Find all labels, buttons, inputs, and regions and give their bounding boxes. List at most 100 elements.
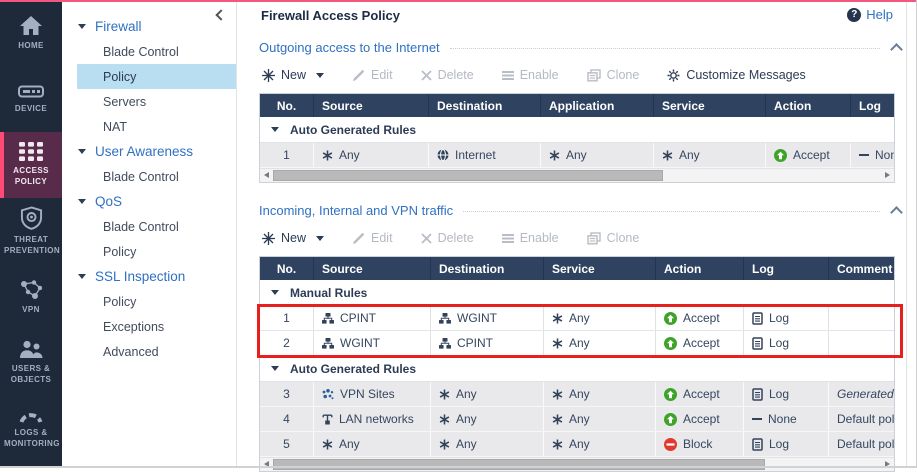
home-icon [19,15,43,36]
sidebar-item-device[interactable]: DEVICE [0,66,62,132]
network-icon [322,312,334,324]
scroll-right-icon[interactable] [885,461,890,467]
nav-item-advanced[interactable]: Advanced [103,344,159,359]
nav-item-servers[interactable]: Servers [103,94,147,109]
delete-x-icon [420,69,432,81]
any-icon [439,388,450,400]
enable-button[interactable]: Enable [501,231,559,245]
rule-number: 1 [283,311,290,325]
clone-button[interactable]: Clone [586,68,639,82]
nav-item-blade-control[interactable]: Blade Control [103,169,179,184]
customize-messages-button[interactable]: Customize Messages [667,68,806,82]
nav-item-policy[interactable]: Policy [103,244,137,259]
table-row[interactable]: 1 CPINT WGINT Any Accept Log [260,306,894,331]
nav-group-user-awareness[interactable]: User Awareness [62,139,236,164]
any-icon [549,149,560,161]
enable-icon [501,70,514,81]
table-header: No. Source Destination Service Action Lo… [260,257,894,280]
scroll-right-icon[interactable] [885,172,890,178]
nav-item-blade-control[interactable]: Blade Control [103,44,179,59]
delete-button[interactable]: Delete [420,68,474,82]
source-cell: WGINT [313,331,430,355]
outgoing-rules-table: No. Source Destination Application Servi… [259,93,895,183]
scroll-left-icon[interactable] [264,172,269,178]
nav-group-qos[interactable]: QoS [62,189,236,214]
help-link[interactable]: ? Help [847,7,893,22]
destination-cell: Any [430,407,543,431]
action-cell: Accept [655,306,743,330]
nav-item-policy[interactable]: Policy [103,294,137,309]
scroll-left-icon[interactable] [264,461,269,467]
nav-item-blade-control[interactable]: Blade Control [103,219,179,234]
group-row-auto-generated[interactable]: Auto Generated Rules [260,356,894,382]
sidebar-item-home[interactable]: HOME [0,0,62,66]
group-row-auto-generated[interactable]: Auto Generated Rules [260,117,894,143]
sidebar-item-logs-monitoring[interactable]: LOGS & MONITORING [0,396,62,462]
log-cell: None [743,407,828,431]
block-icon [664,437,677,451]
log-icon [752,311,763,325]
horizontal-scrollbar[interactable] [260,457,894,471]
any-icon [322,149,333,161]
table-row[interactable]: 4 LAN networks Any Any Accept None [260,407,894,432]
nav-item-exceptions[interactable]: Exceptions [103,319,165,334]
sidebar-item-vpn[interactable]: VPN [0,264,62,330]
sidebar-item-access-policy[interactable]: ACCESS POLICY [0,132,62,198]
nav-item-nat[interactable]: NAT [103,119,128,134]
table-row[interactable]: 2 WGINT CPINT Any Accept Log [260,331,894,356]
chevron-left-icon [215,9,227,21]
application-cell: Any [540,143,653,167]
comment-cell: Generated rule [828,382,894,406]
any-icon [552,413,563,425]
lan-networks-icon [322,413,333,425]
sidebar-item-label: VPN [22,304,40,314]
page-top-accent [0,0,917,2]
toolbar-incoming: New Edit Delete Enable Clone [262,227,917,249]
table-row[interactable]: 3 VPN Sites Any Any Accept Log [260,382,894,407]
scrollbar-thumb[interactable] [273,170,663,181]
threat-prevention-icon [20,206,43,230]
action-cell: Accept [765,143,850,167]
table-header: No. Source Destination Application Servi… [260,94,894,117]
edit-icon [352,232,365,245]
service-cell: Any [543,382,655,406]
table-row[interactable]: 5 Any Any Any Block Log Defaul [260,432,894,457]
destination-cell: Internet [428,143,540,167]
sidebar-item-users-objects[interactable]: USERS & OBJECTS [0,330,62,396]
any-icon [552,388,563,400]
enable-button[interactable]: Enable [501,68,559,82]
sidebar-item-threat-prevention[interactable]: THREAT PREVENTION [0,198,62,264]
log-icon [752,437,763,451]
title-bar: Firewall Access Policy ? Help [259,0,917,30]
edit-button[interactable]: Edit [352,231,393,245]
device-icon [18,84,44,99]
nav-group-firewall[interactable]: Firewall [62,14,236,39]
new-button[interactable]: New [262,68,325,82]
incoming-rules-table: No. Source Destination Service Action Lo… [257,256,903,472]
logs-monitoring-icon [18,408,44,424]
network-icon [439,312,451,324]
service-cell: Any [543,331,655,355]
new-button[interactable]: New [262,231,325,245]
table-row[interactable]: 1 Any Internet Any Any Accept [260,143,894,168]
clone-icon [586,68,601,82]
secondary-nav-panel: Firewall Blade Control Policy Servers NA… [62,0,237,468]
clone-button[interactable]: Clone [586,231,639,245]
delete-button[interactable]: Delete [420,231,474,245]
nav-item-policy-selected[interactable]: Policy [77,64,236,89]
group-row-manual-rules[interactable]: Manual Rules [260,280,894,306]
enable-icon [501,233,514,244]
action-cell: Accept [655,331,743,355]
collapse-section-icon[interactable] [890,42,903,56]
collapse-panel-button[interactable] [213,8,227,22]
horizontal-scrollbar[interactable] [260,168,894,182]
source-cell: VPN Sites [313,382,430,406]
chevron-down-icon [316,72,325,78]
comment-cell [828,331,894,355]
accept-icon [774,148,787,162]
scrollbar-thumb[interactable] [273,459,765,470]
edit-button[interactable]: Edit [352,68,393,82]
log-cell: Log [743,331,828,355]
nav-group-ssl-inspection[interactable]: SSL Inspection [62,264,236,289]
collapse-section-icon[interactable] [890,205,903,219]
